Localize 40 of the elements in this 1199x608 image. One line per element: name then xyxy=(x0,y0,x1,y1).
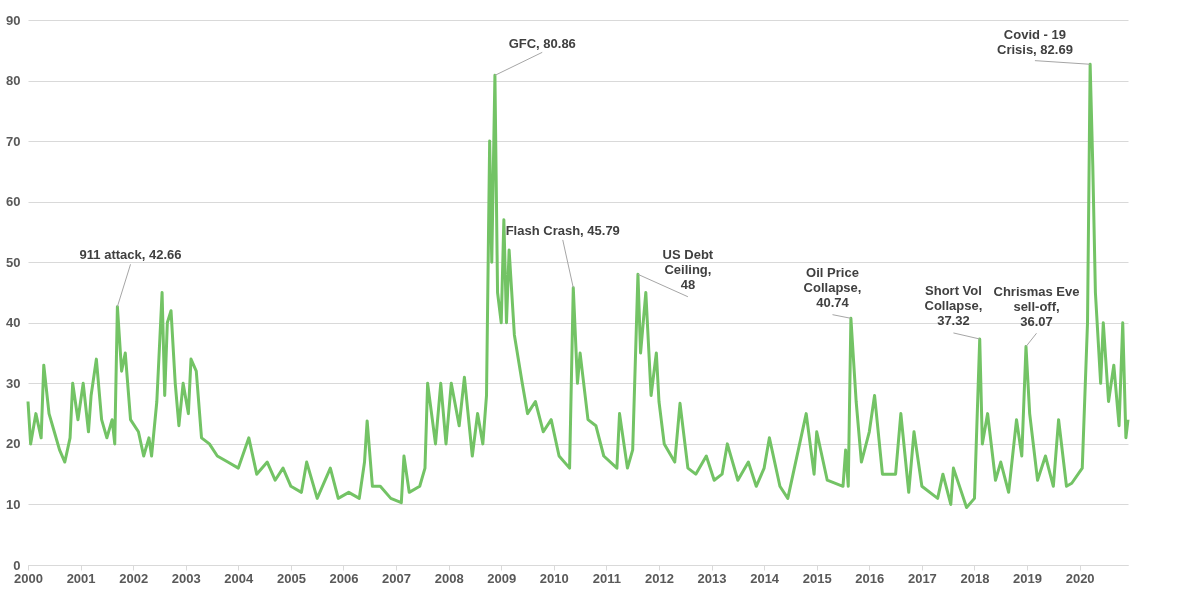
annotation: US Debt Ceiling,48 xyxy=(662,247,714,293)
x-tick-label: 2017 xyxy=(907,570,937,586)
x-tick-label: 2014 xyxy=(750,570,780,586)
x-tick-label: 2013 xyxy=(697,570,727,586)
annotation: 911 attack, 42.66 xyxy=(79,247,182,263)
x-tick-label: 2003 xyxy=(171,570,201,586)
y-tick-label: 20 xyxy=(6,436,21,452)
annotation: Oil Price Collapse, 40.74 xyxy=(803,265,862,311)
y-tick-label: 10 xyxy=(6,496,21,512)
annotation: Flash Crash, 45.79 xyxy=(505,223,620,239)
x-tick-label: 2016 xyxy=(855,570,885,586)
line-series xyxy=(26,62,1130,509)
x-tick-label: 2008 xyxy=(434,570,464,586)
x-tick-label: 2011 xyxy=(592,570,621,586)
x-tick-label: 2015 xyxy=(802,570,832,586)
x-tick-label: 2004 xyxy=(224,570,255,586)
x-tick-label: 2001 xyxy=(66,570,96,586)
x-tick-label: 2020 xyxy=(1065,570,1095,586)
y-tick-label: 60 xyxy=(6,194,21,210)
y-tick-label: 30 xyxy=(6,375,21,391)
annotation: Chrismas Eve sell-off, 36.07 xyxy=(993,283,1080,329)
annotation: Short Vol Collapse, 37.32 xyxy=(924,283,983,329)
y-tick-label: 70 xyxy=(6,133,21,149)
x-tick-label: 2019 xyxy=(1013,570,1042,586)
x-tick-label: 2009 xyxy=(487,570,517,586)
annotation: Covid - 19 Crisis, 82.69 xyxy=(996,27,1073,58)
x-tick-label: 2007 xyxy=(382,570,412,586)
y-tick-label: 0 xyxy=(13,557,21,573)
y-tick-label: 40 xyxy=(6,315,21,331)
x-tick-label: 2005 xyxy=(276,570,306,586)
y-tick-label: 80 xyxy=(6,73,21,89)
x-tick-label: 2002 xyxy=(119,570,149,586)
x-tick-label: 2000 xyxy=(14,570,43,586)
annotation: GFC, 80.86 xyxy=(508,35,576,51)
x-tick-label: 2010 xyxy=(539,570,569,586)
y-tick-label: 50 xyxy=(6,254,21,270)
x-tick-label: 2018 xyxy=(960,570,990,586)
y-tick-label: 90 xyxy=(6,12,21,28)
x-tick-label: 2006 xyxy=(329,570,359,586)
x-tick-label: 2012 xyxy=(645,570,674,586)
